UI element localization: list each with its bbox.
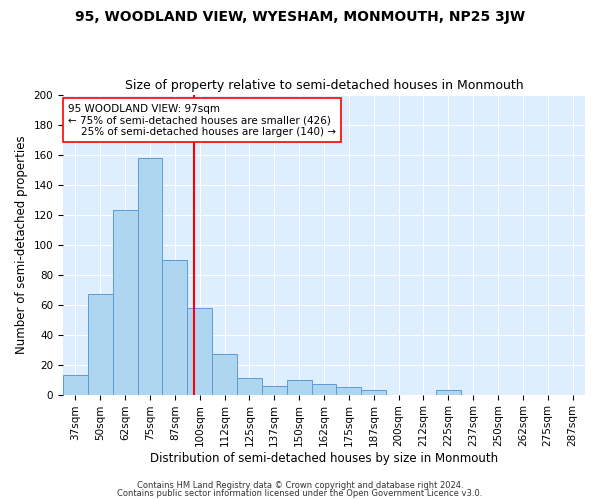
Bar: [63, 375, 88, 394]
Bar: [361, 390, 386, 394]
Bar: [187, 308, 212, 394]
Bar: [137, 158, 163, 394]
Bar: [337, 387, 361, 394]
Bar: [88, 294, 113, 394]
X-axis label: Distribution of semi-detached houses by size in Monmouth: Distribution of semi-detached houses by …: [150, 452, 498, 465]
Bar: [237, 378, 262, 394]
Text: 95, WOODLAND VIEW, WYESHAM, MONMOUTH, NP25 3JW: 95, WOODLAND VIEW, WYESHAM, MONMOUTH, NP…: [75, 10, 525, 24]
Bar: [436, 390, 461, 394]
Bar: [212, 354, 237, 395]
Bar: [163, 260, 187, 394]
Bar: [287, 380, 311, 394]
Text: Contains public sector information licensed under the Open Government Licence v3: Contains public sector information licen…: [118, 488, 482, 498]
Bar: [311, 384, 337, 394]
Text: Contains HM Land Registry data © Crown copyright and database right 2024.: Contains HM Land Registry data © Crown c…: [137, 481, 463, 490]
Y-axis label: Number of semi-detached properties: Number of semi-detached properties: [15, 136, 28, 354]
Bar: [113, 210, 137, 394]
Title: Size of property relative to semi-detached houses in Monmouth: Size of property relative to semi-detach…: [125, 79, 523, 92]
Bar: [262, 386, 287, 394]
Text: 95 WOODLAND VIEW: 97sqm
← 75% of semi-detached houses are smaller (426)
    25% : 95 WOODLAND VIEW: 97sqm ← 75% of semi-de…: [68, 104, 336, 137]
